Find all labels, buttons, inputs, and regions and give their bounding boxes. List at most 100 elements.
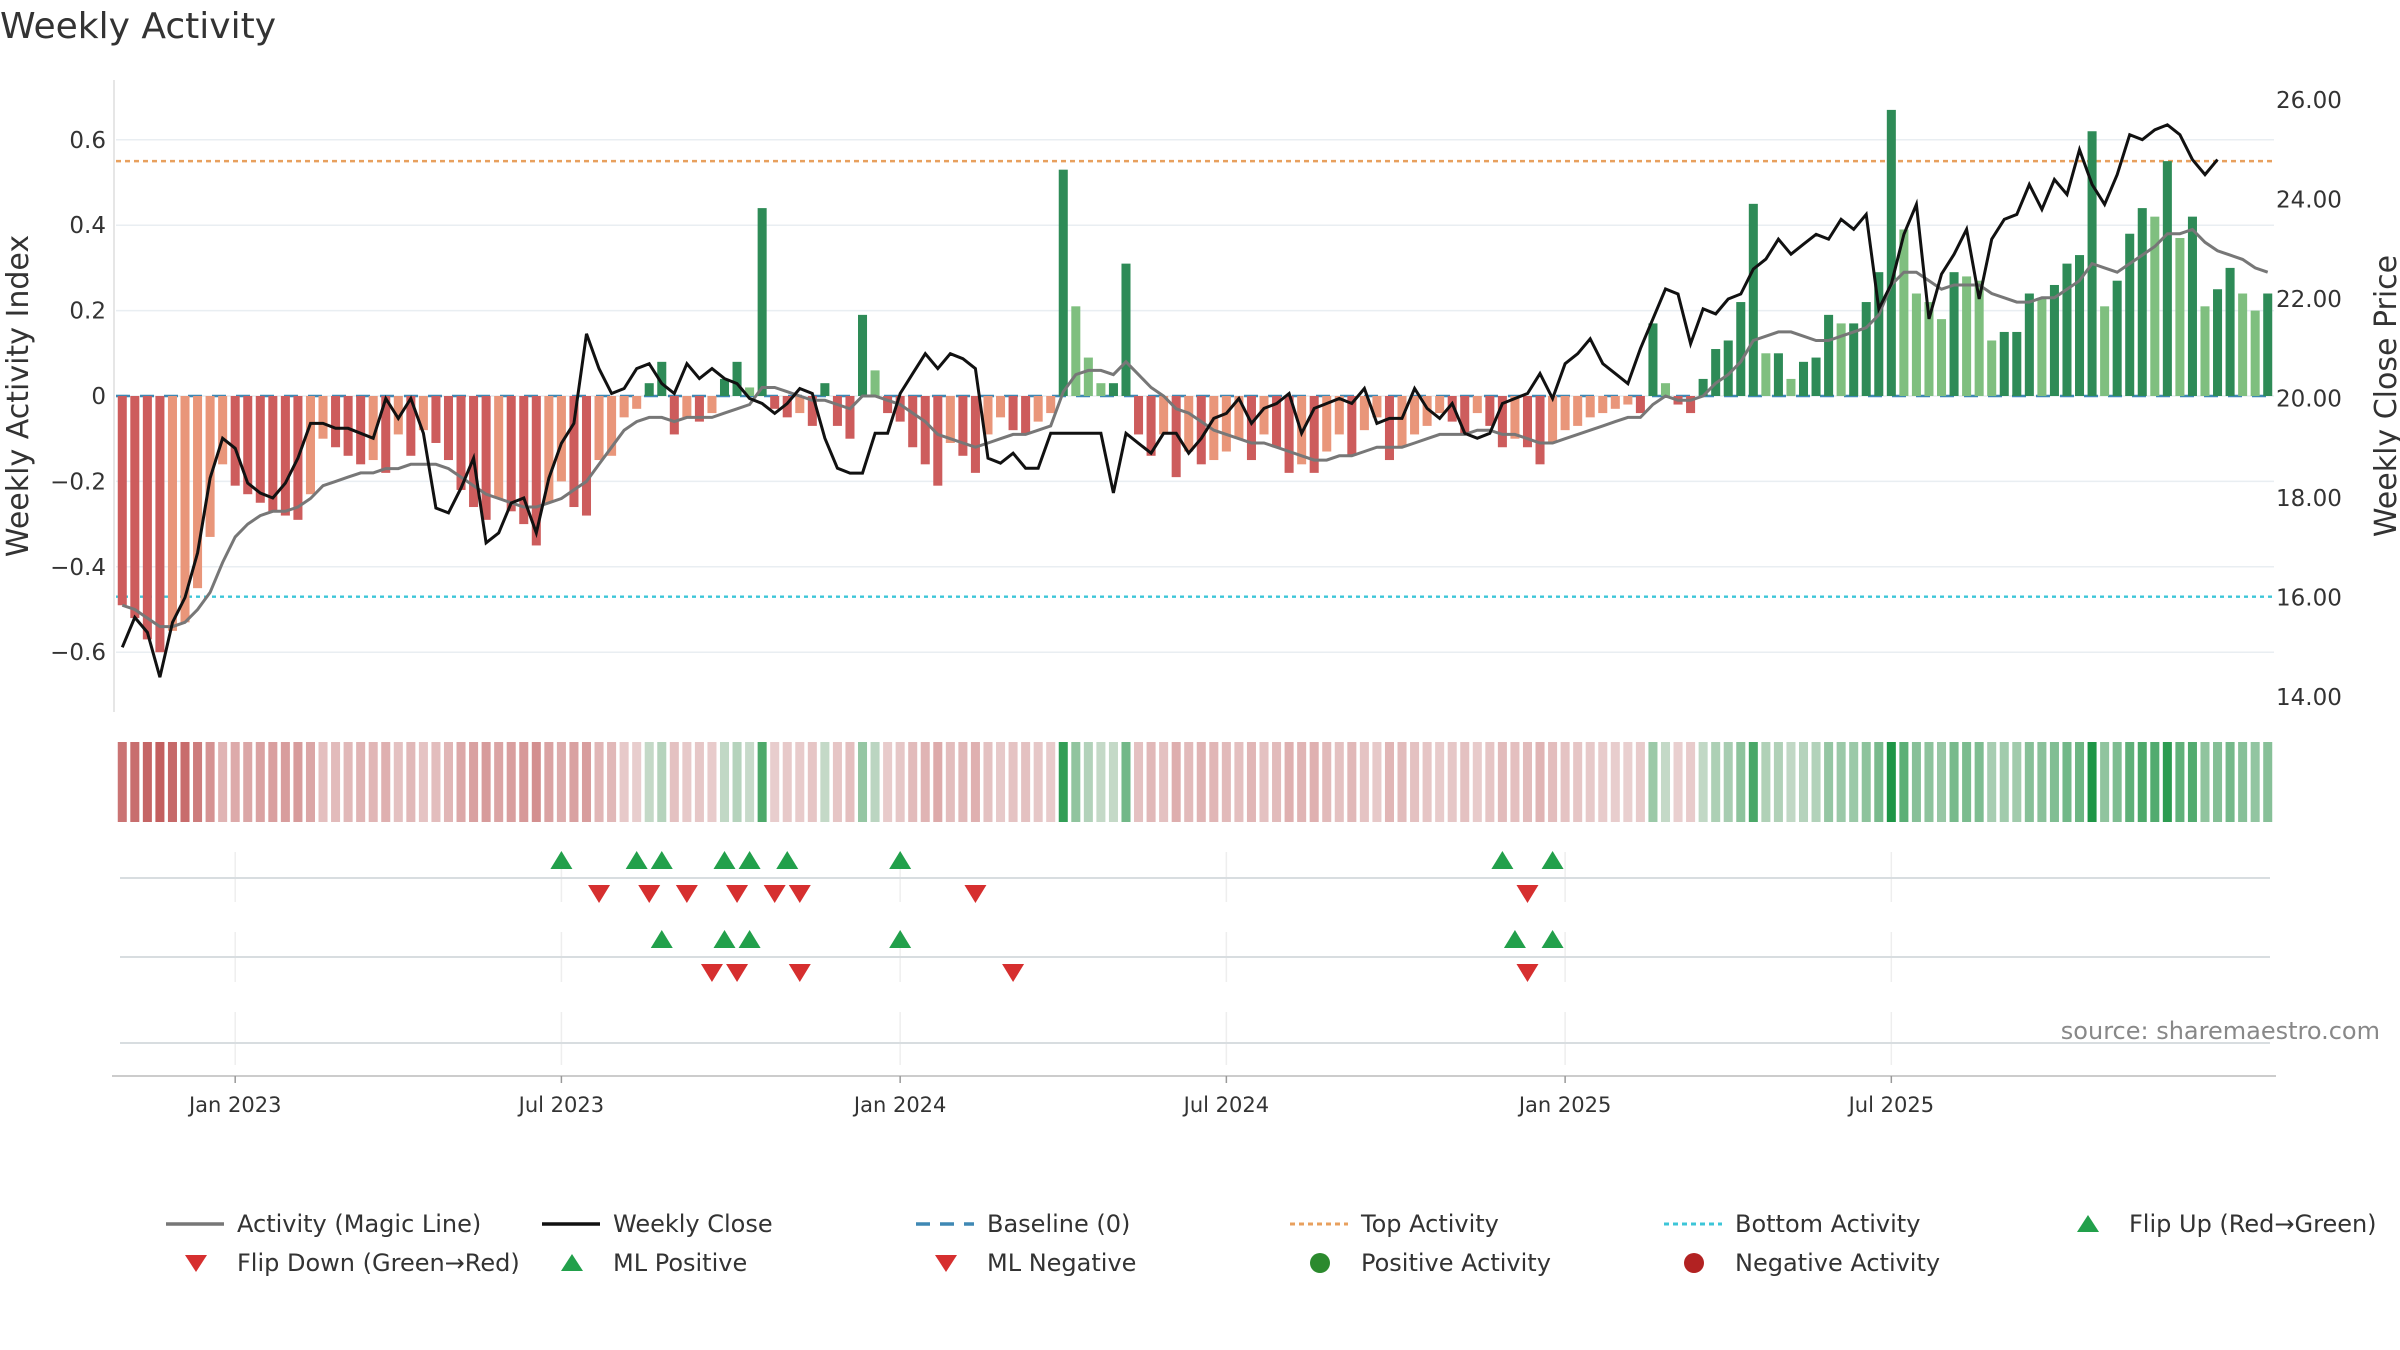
ml-positive-marker bbox=[650, 930, 673, 948]
activity-bar bbox=[1648, 323, 1658, 396]
left-tick-label: 0.2 bbox=[69, 299, 106, 325]
activity-bar bbox=[1522, 396, 1532, 448]
activity-bar bbox=[2187, 216, 2197, 396]
heat-strip-cell bbox=[1083, 742, 1093, 822]
heat-strip-cell bbox=[1635, 742, 1645, 822]
activity-bar bbox=[2125, 233, 2135, 396]
heat-strip-cell bbox=[1937, 742, 1947, 822]
heat-strip-cell bbox=[1660, 742, 1671, 822]
heat-strip-cell bbox=[2125, 742, 2135, 822]
heat-strip-cell bbox=[1159, 742, 1169, 822]
heat-strip-cell bbox=[832, 742, 842, 822]
left-tick-label: −0.4 bbox=[50, 555, 106, 581]
activity-bar bbox=[456, 396, 466, 490]
activity-bar bbox=[908, 396, 918, 448]
activity-bar bbox=[607, 396, 617, 456]
activity-bar bbox=[318, 396, 328, 439]
activity-bar bbox=[2024, 293, 2034, 396]
heat-strip-cell bbox=[970, 742, 980, 822]
activity-bar bbox=[1635, 396, 1645, 414]
activity-bar bbox=[1246, 396, 1256, 461]
flip-up-marker bbox=[550, 851, 573, 869]
activity-bar bbox=[356, 396, 366, 465]
activity-bar bbox=[632, 396, 642, 409]
activity-bar bbox=[1372, 396, 1382, 418]
x-axis-ticks: Jan 2023 Jul 2023 Jan 2024 Jul 2024 Jan 2025… bbox=[187, 1076, 1934, 1117]
heat-strip-cell bbox=[2187, 742, 2197, 822]
left-tick-label: 0 bbox=[91, 384, 106, 410]
activity-bar bbox=[1108, 383, 1118, 396]
heat-strip-cell bbox=[1297, 742, 1307, 822]
legend-item: Flip Down (Green→Red) bbox=[185, 1249, 520, 1277]
activity-bar bbox=[1573, 396, 1583, 426]
activity-bar bbox=[1836, 323, 1846, 396]
activity-bar bbox=[1535, 396, 1545, 465]
activity-bar bbox=[230, 396, 240, 486]
heat-strip-cell bbox=[1460, 742, 1470, 822]
activity-bar bbox=[1924, 302, 1934, 396]
heat-strip-cell bbox=[1786, 742, 1796, 822]
legend-label: Bottom Activity bbox=[1735, 1210, 1920, 1238]
legend-label: Activity (Magic Line) bbox=[237, 1210, 481, 1238]
activity-bar bbox=[117, 396, 127, 606]
chart-title: Weekly Activity bbox=[0, 6, 276, 47]
activity-bar bbox=[2250, 310, 2260, 396]
legend: Activity (Magic Line) Weekly Close Baselin… bbox=[166, 1210, 2377, 1277]
heat-strip-cell bbox=[632, 742, 642, 822]
ml-positive-marker bbox=[738, 930, 761, 948]
flip-up-marker bbox=[625, 851, 648, 869]
activity-bar bbox=[1974, 280, 1984, 396]
legend-triangle-up-icon bbox=[561, 1254, 583, 1271]
activity-bar bbox=[1134, 396, 1144, 435]
flip-down-marker bbox=[588, 885, 611, 903]
activity-bar bbox=[506, 396, 516, 512]
flip-down-marker bbox=[964, 885, 987, 903]
heat-strip-cell bbox=[1397, 742, 1407, 822]
legend-label: ML Positive bbox=[613, 1249, 747, 1277]
activity-bar bbox=[970, 396, 980, 473]
heat-strip-cell bbox=[2075, 742, 2085, 822]
right-tick-label: 18.00 bbox=[2276, 486, 2342, 512]
activity-bar bbox=[1711, 349, 1721, 396]
activity-bar bbox=[1911, 293, 1921, 396]
heat-strip-cell bbox=[443, 742, 453, 822]
legend-circle-icon bbox=[1684, 1253, 1704, 1273]
x-tick-label: Jan 2025 bbox=[1517, 1093, 1612, 1117]
heat-strip-cell bbox=[1585, 742, 1595, 822]
heat-strip-cell bbox=[1711, 742, 1721, 822]
legend-circle-icon bbox=[1310, 1253, 1330, 1273]
heat-strip-cell bbox=[1209, 742, 1219, 822]
activity-bar bbox=[1184, 396, 1194, 452]
heat-strip-cell bbox=[255, 742, 265, 822]
legend-label: Top Activity bbox=[1360, 1210, 1499, 1238]
activity-bar bbox=[1046, 396, 1056, 414]
heat-strip-cell bbox=[1987, 742, 1997, 822]
legend-triangle-down-icon bbox=[185, 1255, 207, 1272]
activity-bar bbox=[1962, 276, 1972, 396]
activity-bar bbox=[1748, 203, 1758, 396]
legend-item: Positive Activity bbox=[1310, 1249, 1551, 1277]
heat-strip-cell bbox=[669, 742, 679, 822]
activity-bar bbox=[130, 396, 140, 619]
heat-strip-cell bbox=[1121, 742, 1131, 822]
heat-strip-cell bbox=[469, 742, 479, 822]
heat-strip-cell bbox=[2238, 742, 2248, 822]
heat-strip-cell bbox=[1347, 742, 1357, 822]
heat-strip-cell bbox=[1184, 742, 1194, 822]
heat-strip-cell bbox=[795, 742, 805, 822]
heat-strip-cell bbox=[1560, 742, 1570, 822]
heat-strip-cell bbox=[268, 742, 278, 822]
heat-strip-cell bbox=[2012, 742, 2022, 822]
activity-bar bbox=[1623, 396, 1633, 405]
right-tick-label: 24.00 bbox=[2276, 187, 2342, 213]
heat-strip-cell bbox=[1359, 742, 1369, 822]
heat-strip-cell bbox=[381, 742, 391, 822]
activity-bar bbox=[331, 396, 341, 448]
activity-bar bbox=[1196, 396, 1206, 465]
heat-strip-cell bbox=[1773, 742, 1783, 822]
activity-bar bbox=[443, 396, 453, 461]
activity-bar bbox=[393, 396, 403, 435]
legend-item: Baseline (0) bbox=[916, 1210, 1130, 1238]
activity-bar bbox=[1284, 396, 1294, 473]
